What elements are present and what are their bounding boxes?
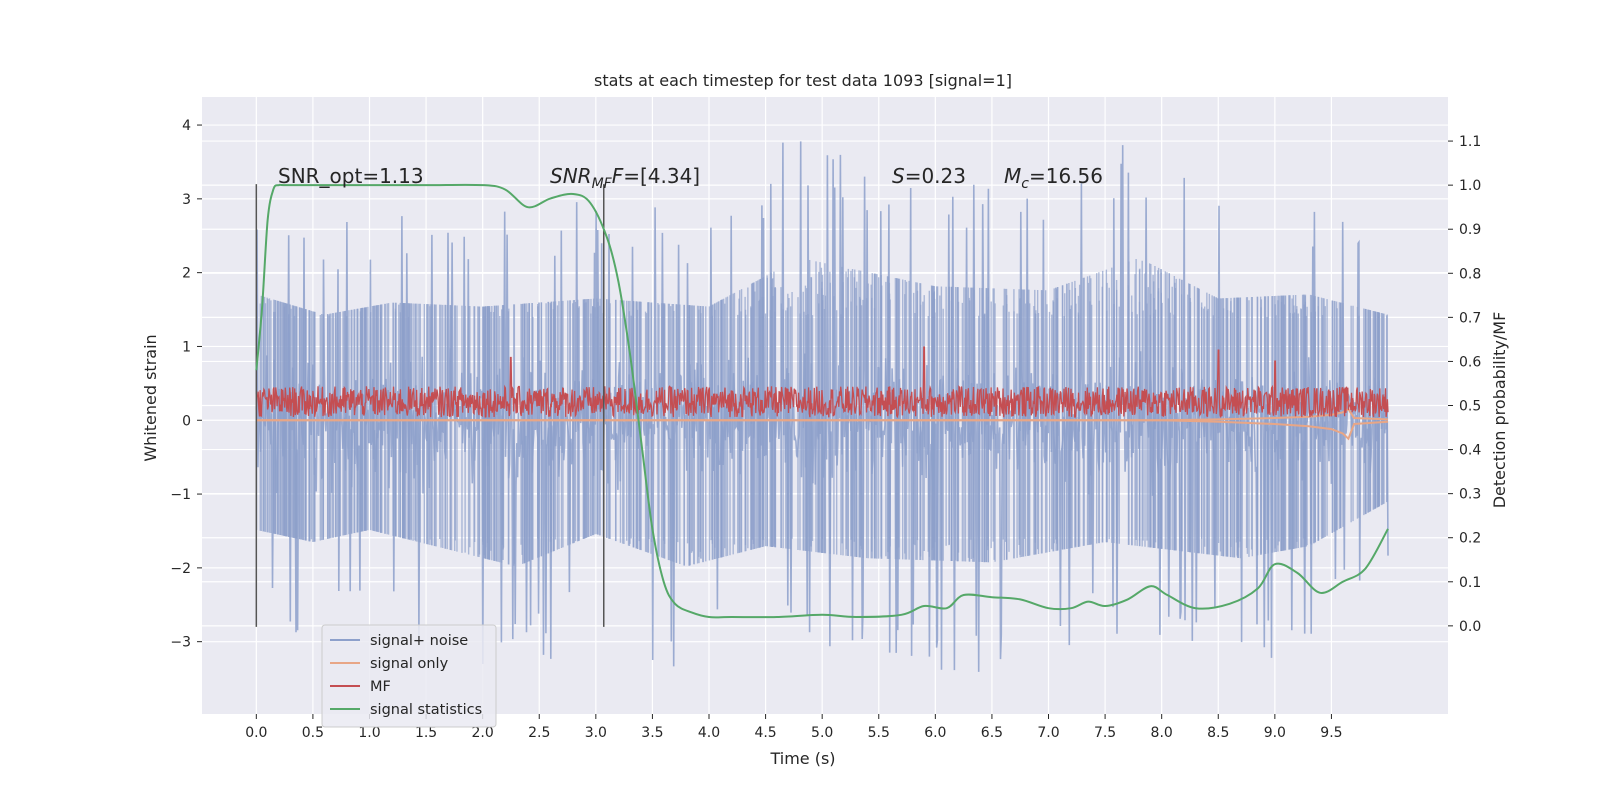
y-tick-label-right: 0.0 <box>1459 619 1481 635</box>
x-tick-label: 0.5 <box>302 725 324 741</box>
x-tick-label: 6.5 <box>981 725 1003 741</box>
x-tick-label: 1.0 <box>358 725 380 741</box>
y-tick-label-left: −3 <box>170 635 191 651</box>
x-tick-label: 1.5 <box>415 725 437 741</box>
y-axis-label-left: Whitened strain <box>141 334 160 461</box>
y-tick-label-right: 0.3 <box>1459 487 1481 503</box>
signal-only-trace-upper <box>256 407 1389 422</box>
x-tick-label: 2.0 <box>472 725 494 741</box>
axis-ticks: 0.0 0.5 1.0 1.5 2.0 2.5 3.0 3.5 4.0 4.5 5.0 5.5 6.0 6… <box>170 118 1481 741</box>
y-tick-label-left: 0 <box>182 413 191 429</box>
y-tick-label-right: 0.8 <box>1459 266 1481 282</box>
x-tick-label: 4.5 <box>754 725 776 741</box>
y-tick-label-right: 0.1 <box>1459 575 1481 591</box>
mc-main: M <box>1004 164 1021 188</box>
x-tick-label: 4.0 <box>698 725 720 741</box>
mc-subscript: c <box>1021 176 1029 192</box>
legend-box <box>321 624 497 728</box>
y-tick-label-right: 0.7 <box>1459 310 1481 326</box>
legend-noise-label: signal+ noise <box>370 633 468 649</box>
y-tick-label-left: 3 <box>182 192 191 208</box>
signal-statistics-trace <box>255 183 1389 619</box>
x-axis-label: Time (s) <box>769 749 835 768</box>
snr-mf-subscript: MF <box>592 176 613 192</box>
y-tick-label-right: 0.2 <box>1459 531 1481 547</box>
x-tick-label: 5.5 <box>868 725 890 741</box>
snr-mf-f: F <box>612 164 624 188</box>
snr-mf-main: SNR <box>550 164 592 188</box>
signal-statistics-series <box>255 183 1389 619</box>
mc-value: =16.56 <box>1029 164 1103 188</box>
s-main: S <box>892 164 905 188</box>
x-tick-label: 7.0 <box>1037 725 1059 741</box>
snr-mf-annotation: SNRMFF=[4.34] <box>550 164 700 192</box>
x-tick-label: 9.5 <box>1320 725 1342 741</box>
s-annotation: S=0.23 <box>892 164 966 188</box>
y-axis-label-right: Detection probability/MF <box>1490 312 1509 509</box>
x-tick-label: 2.5 <box>528 725 550 741</box>
x-tick-label: 3.0 <box>585 725 607 741</box>
y-tick-label-right: 0.5 <box>1459 399 1481 415</box>
y-tick-label-left: 2 <box>182 266 191 282</box>
x-tick-label: 0.0 <box>245 725 267 741</box>
x-tick-label: 8.0 <box>1151 725 1173 741</box>
mc-annotation: Mc=16.56 <box>1004 164 1103 192</box>
y-tick-label-left: −2 <box>170 561 191 577</box>
signal-only-series <box>256 407 1389 441</box>
legend-stats-label: signal statistics <box>370 702 482 718</box>
y-tick-label-left: 1 <box>182 339 191 355</box>
y-tick-label-left: −1 <box>170 487 191 503</box>
x-tick-label: 8.5 <box>1207 725 1229 741</box>
legend-signal-label: signal only <box>370 656 449 672</box>
vertical-markers <box>255 184 605 627</box>
x-tick-label: 7.5 <box>1094 725 1116 741</box>
signal-plus-noise-series <box>255 141 1389 672</box>
x-tick-label: 6.0 <box>924 725 946 741</box>
x-tick-label: 5.0 <box>811 725 833 741</box>
y-tick-label-right: 1.0 <box>1459 178 1481 194</box>
signal-only-trace <box>256 419 1389 441</box>
mf-trace <box>255 346 1389 419</box>
y-tick-label-right: 1.1 <box>1459 134 1481 150</box>
chart-title: stats at each timestep for test data 109… <box>594 71 1012 90</box>
x-tick-label: 9.0 <box>1264 725 1286 741</box>
y-tick-label-right: 0.4 <box>1459 443 1481 459</box>
y-tick-label-left: 4 <box>182 118 191 134</box>
y-tick-label-right: 0.6 <box>1459 354 1481 370</box>
legend: signal+ noise signal only MF signal stat… <box>321 624 497 728</box>
mf-series <box>255 346 1389 419</box>
x-tick-label: 3.5 <box>641 725 663 741</box>
s-value: =0.23 <box>905 164 966 188</box>
snr-mf-value: =[4.34] <box>623 164 700 188</box>
y-tick-label-right: 0.9 <box>1459 222 1481 238</box>
legend-mf-label: MF <box>370 679 391 695</box>
snr-opt-annotation: SNR_opt=1.13 <box>278 164 424 188</box>
